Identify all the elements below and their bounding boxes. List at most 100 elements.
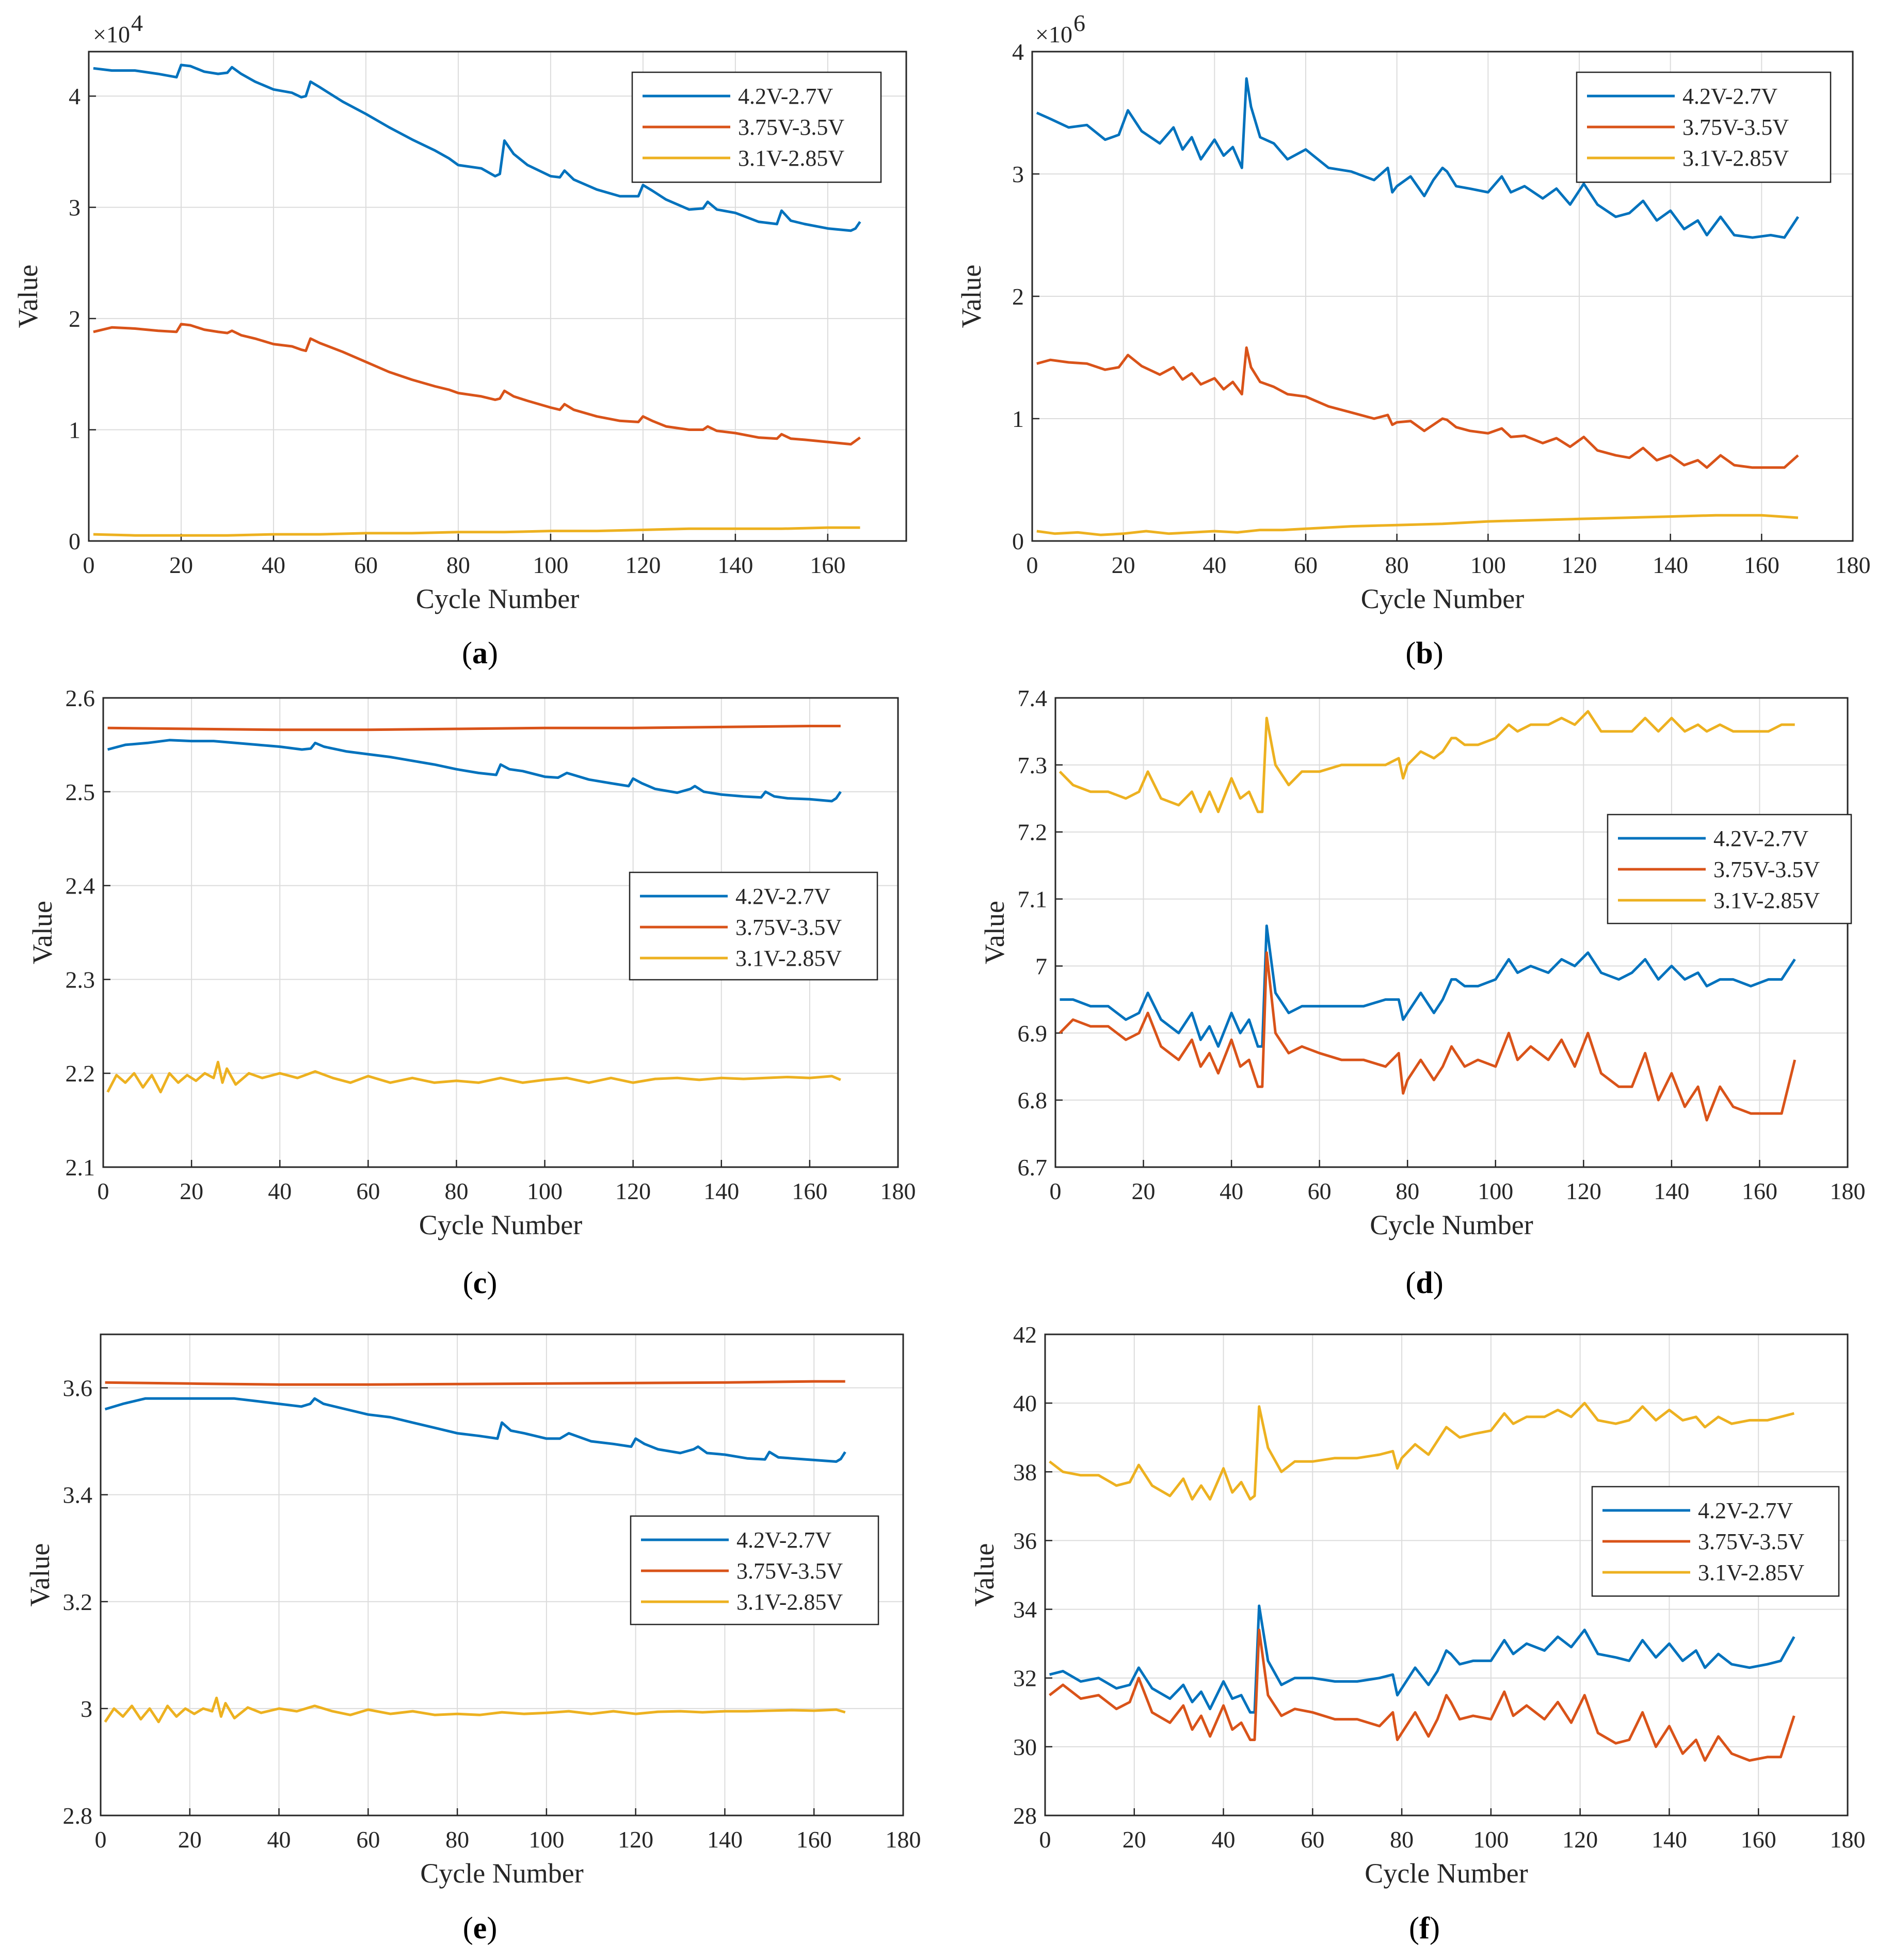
series-line-3.75V-3.5V	[1059, 951, 1797, 1122]
x-tick-label: 40	[262, 552, 285, 578]
x-tick-label: 180	[1835, 552, 1871, 578]
x-tick-label: 40	[1202, 552, 1226, 578]
panel-label: (b)	[1405, 636, 1443, 670]
y-tick-label: 3.6	[63, 1375, 93, 1401]
y-tick-label: 7.4	[1018, 685, 1048, 711]
legend-entry: 3.75V-3.5V	[738, 115, 844, 140]
y-tick-label: 3	[81, 1696, 92, 1722]
series-line-4.2V-2.7V	[1049, 1604, 1795, 1714]
x-tick-label: 20	[1112, 552, 1135, 578]
x-tick-label: 80	[445, 1826, 469, 1853]
series-line-3.75V-3.5V	[105, 1380, 845, 1386]
x-tick-label: 120	[618, 1826, 653, 1853]
y-tick-label: 3	[69, 195, 81, 221]
y-tick-label: 0	[69, 528, 81, 554]
y-tick-label: 36	[1013, 1527, 1037, 1554]
y-tick-label: 4	[69, 83, 81, 109]
x-tick-label: 120	[615, 1178, 651, 1204]
panel-label: (e)	[463, 1911, 498, 1945]
chart-panel-1: 0 20 40 60 80 100 120 140 160 0 1 2 3 4 Cycle Number Va…	[12, 10, 907, 670]
x-tick-label: 0	[95, 1826, 107, 1853]
exponent-power: 4	[131, 10, 143, 36]
y-tick-label: 6.7	[1018, 1154, 1048, 1181]
x-tick-label: 160	[810, 552, 845, 578]
chart-panel-2: 0 20 40 60 80 100 120 140 160 180 0 1 2 3 4 Cycle Numbe…	[956, 10, 1871, 670]
legend-entry: 3.75V-3.5V	[736, 1558, 843, 1584]
y-tick-label: 32	[1013, 1665, 1037, 1692]
series-line-3.75V-3.5V	[1036, 346, 1799, 469]
x-tick-label: 60	[1301, 1826, 1324, 1853]
y-axis-label: Value	[27, 901, 58, 964]
legend-entry: 3.1V-2.85V	[1682, 146, 1789, 171]
plot-frame	[1031, 51, 1854, 542]
legend-entry: 3.75V-3.5V	[1713, 857, 1820, 882]
x-axis-label: Cycle Number	[416, 583, 579, 614]
x-tick-label: 100	[1473, 1826, 1509, 1853]
exponent-label: ×10	[1035, 21, 1072, 47]
x-tick-label: 180	[880, 1178, 916, 1204]
x-tick-label: 140	[1652, 1826, 1687, 1853]
x-tick-label: 180	[1830, 1178, 1866, 1204]
y-tick-label: 34	[1013, 1597, 1037, 1623]
y-tick-label: 7.2	[1018, 819, 1048, 846]
legend-entry: 3.75V-3.5V	[735, 915, 842, 940]
series-line-3.1V-2.85V	[93, 526, 860, 537]
legend-entry: 4.2V-2.7V	[1713, 826, 1808, 851]
y-tick-label: 7.1	[1018, 886, 1048, 913]
x-tick-label: 160	[1744, 552, 1779, 578]
y-axis-label: Value	[969, 1543, 1000, 1607]
legend-entry: 3.1V-2.85V	[738, 146, 844, 171]
y-tick-label: 0	[1012, 528, 1024, 554]
x-tick-label: 0	[1027, 552, 1038, 578]
y-tick-label: 6.9	[1018, 1020, 1048, 1046]
legend-entry: 3.1V-2.85V	[1713, 888, 1820, 913]
series-line-4.2V-2.7V	[107, 739, 842, 803]
x-tick-label: 120	[625, 552, 661, 578]
y-axis-label: Value	[12, 265, 43, 328]
y-tick-label: 2.1	[66, 1154, 95, 1181]
y-tick-label: 7.3	[1018, 752, 1048, 778]
y-tick-label: 2	[1012, 283, 1024, 310]
legend-entry: 4.2V-2.7V	[1698, 1498, 1793, 1523]
x-tick-label: 80	[446, 552, 470, 578]
y-tick-label: 6.8	[1018, 1087, 1048, 1113]
panel-label: (c)	[463, 1266, 498, 1300]
x-tick-label: 140	[1653, 552, 1688, 578]
x-tick-label: 60	[354, 552, 378, 578]
series-line-3.1V-2.85V	[104, 1696, 846, 1724]
legend-entry: 4.2V-2.7V	[736, 1527, 831, 1553]
y-tick-label: 28	[1013, 1803, 1037, 1829]
x-tick-label: 140	[717, 552, 753, 578]
x-tick-label: 160	[1741, 1826, 1776, 1853]
plot-frame	[1054, 697, 1849, 1168]
legend-entry: 4.2V-2.7V	[1682, 84, 1777, 109]
series-line-3.75V-3.5V	[107, 725, 841, 731]
y-tick-label: 7	[1035, 953, 1047, 979]
legend-entry: 3.1V-2.85V	[736, 1589, 843, 1615]
panel-label: (a)	[462, 636, 498, 670]
x-tick-label: 180	[886, 1826, 921, 1853]
x-tick-label: 100	[528, 1826, 564, 1853]
x-axis-label: Cycle Number	[1365, 1858, 1528, 1889]
series-line-3.75V-3.5V	[1049, 1629, 1795, 1762]
legend-entry: 4.2V-2.7V	[735, 884, 830, 909]
chart-panel-3: 0 20 40 60 80 100 120 140 160 180 2.1 2.2 2.3 2.4 2.5 2…	[27, 685, 916, 1300]
y-tick-label: 38	[1013, 1459, 1037, 1485]
y-tick-label: 40	[1013, 1390, 1037, 1416]
x-tick-label: 80	[1385, 552, 1409, 578]
x-tick-label: 40	[1212, 1826, 1236, 1853]
y-tick-label: 42	[1013, 1321, 1037, 1348]
x-tick-label: 140	[703, 1178, 739, 1204]
x-axis-label: Cycle Number	[419, 1209, 582, 1240]
y-tick-label: 2.4	[66, 873, 95, 899]
plot-frame	[88, 51, 907, 542]
y-axis-label: Value	[956, 265, 987, 328]
x-tick-label: 20	[1132, 1178, 1156, 1204]
x-tick-label: 60	[1294, 552, 1318, 578]
y-axis-label: Value	[24, 1543, 55, 1607]
x-tick-label: 120	[1562, 552, 1597, 578]
plot-frame	[102, 697, 899, 1168]
y-tick-label: 30	[1013, 1734, 1037, 1760]
legend-entry: 3.75V-3.5V	[1682, 115, 1789, 140]
y-tick-label: 2	[69, 306, 81, 332]
